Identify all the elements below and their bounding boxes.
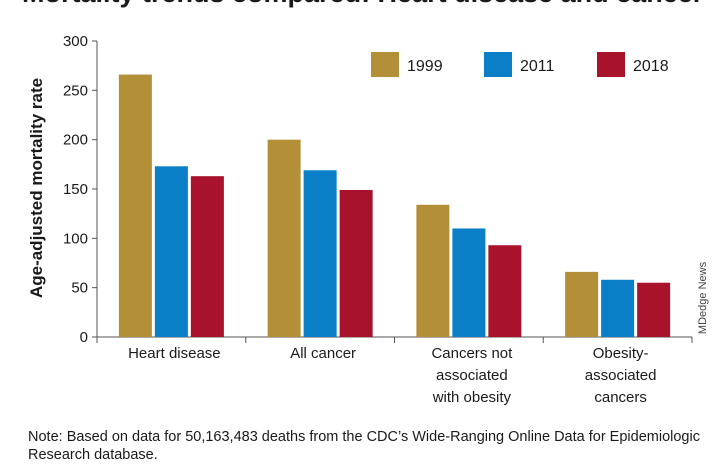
x-axis: [96, 336, 693, 343]
category-label-line: Heart disease: [128, 345, 221, 362]
legend-swatch-2018: [597, 52, 625, 77]
bar-2011: [154, 166, 188, 337]
category-label-line: Obesity-: [593, 345, 649, 362]
category-label: Heart disease: [128, 345, 221, 362]
bar-2018: [190, 176, 224, 337]
legend-label-2011: 2011: [520, 58, 555, 75]
footnote-label: Note:: [28, 429, 63, 445]
y-tick-label: 100: [63, 230, 88, 247]
legend-swatch-1999: [371, 52, 399, 77]
category-label: Cancers not associated with obesity: [431, 345, 513, 406]
bar-2011: [303, 170, 337, 337]
y-axis-label: Age-adjusted mortality rate: [27, 78, 46, 298]
credit-label: MDedge News: [697, 261, 709, 334]
category-label-line: cancers: [594, 389, 647, 406]
bars: [118, 74, 671, 338]
y-tick-label: 150: [63, 181, 88, 198]
chart-title: Mortality trends compared: Heart disease…: [22, 0, 703, 9]
footnote-text: Based on data for 50,163,483 deaths from…: [28, 429, 700, 463]
y-axis: 0 50 100 150 200 250 300: [63, 33, 98, 346]
y-tick-label: 0: [80, 329, 88, 346]
category-label-line: All cancer: [290, 345, 356, 362]
bar-2011: [601, 279, 635, 337]
legend-label-1999: 1999: [407, 58, 443, 75]
bar-1999: [267, 139, 301, 337]
legend-swatch-2011: [484, 52, 512, 77]
y-tick-label: 50: [71, 280, 88, 297]
legend: 1999 2011 2018: [371, 52, 669, 77]
bar-1999: [118, 74, 152, 338]
y-tick-label: 200: [63, 132, 88, 149]
category-labels: Heart disease All cancer Cancers not associ…: [128, 345, 656, 406]
bar-2018: [339, 189, 373, 337]
legend-label-2018: 2018: [633, 58, 669, 75]
category-label: All cancer: [290, 345, 356, 362]
bar-2011: [452, 228, 486, 337]
category-label: Obesity-associated cancers: [585, 345, 657, 406]
bar-2018: [488, 245, 522, 337]
category-label-line: with obesity: [432, 389, 512, 406]
category-label-line: associated: [436, 367, 508, 384]
y-tick-label: 250: [63, 82, 88, 99]
bar-chart: 0 50 100 150 200 250 300 Heart disease All canc…: [27, 33, 709, 406]
bar-1999: [416, 204, 450, 337]
bar-2018: [637, 282, 671, 337]
footnote: Note: Based on data for 50,163,483 death…: [28, 428, 708, 464]
y-tick-label: 300: [63, 33, 88, 50]
bar-1999: [565, 271, 599, 337]
category-label-line: associated: [585, 367, 657, 384]
category-label-line: Cancers not: [431, 345, 513, 362]
